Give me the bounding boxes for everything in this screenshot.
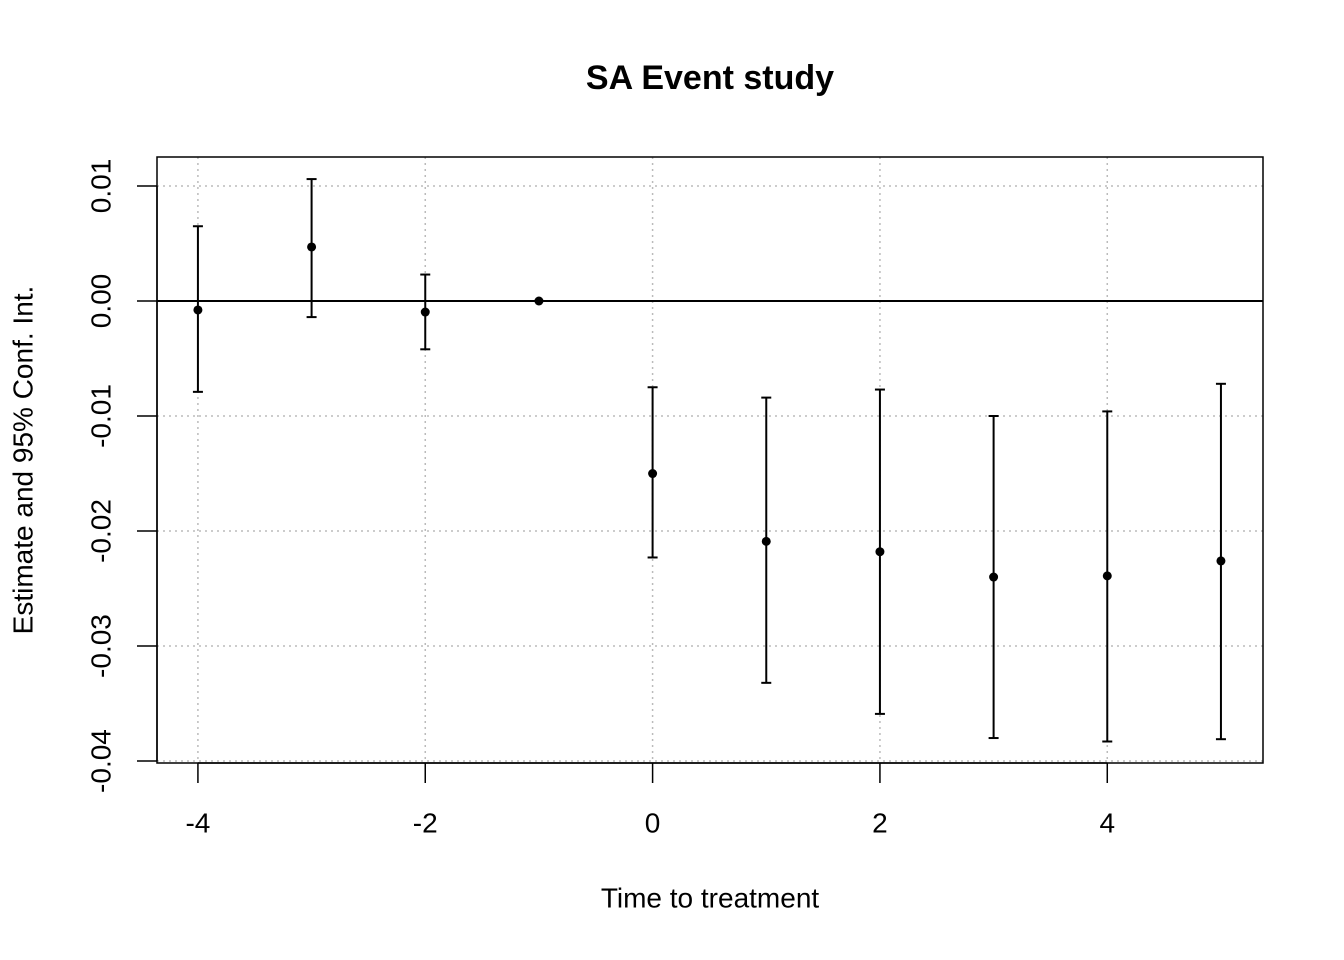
x-tick-label: -4 — [185, 807, 210, 838]
point — [1102, 571, 1112, 581]
x-tick-label: 2 — [872, 807, 888, 838]
x-axis-label: Time to treatment — [601, 882, 820, 913]
chart-title: SA Event study — [586, 59, 834, 97]
point — [420, 307, 430, 317]
y-tick-label: -0.01 — [85, 384, 116, 448]
point — [307, 242, 317, 252]
point — [193, 305, 203, 315]
point — [1216, 556, 1226, 566]
point — [534, 296, 544, 306]
x-tick-label: 0 — [645, 807, 661, 838]
y-tick-label: 0.00 — [85, 274, 116, 329]
plot-box — [156, 156, 1264, 764]
point — [989, 572, 999, 582]
point — [875, 547, 885, 557]
y-tick-label: -0.03 — [85, 614, 116, 678]
y-tick-label: -0.02 — [85, 499, 116, 563]
x-tick-label: 4 — [1099, 807, 1115, 838]
y-tick-label: -0.04 — [85, 729, 116, 793]
x-tick-label: -2 — [413, 807, 438, 838]
point — [648, 469, 658, 479]
point — [761, 536, 771, 546]
y-tick-label: 0.01 — [85, 159, 116, 214]
y-axis-label: Estimate and 95% Conf. Int. — [7, 286, 38, 635]
